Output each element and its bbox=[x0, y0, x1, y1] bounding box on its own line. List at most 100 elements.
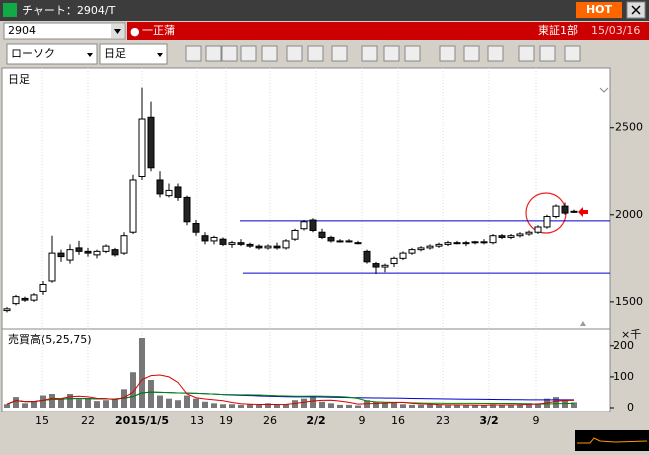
candle-body bbox=[363, 250, 371, 263]
tool-icon[interactable] bbox=[221, 45, 238, 62]
tool-icon[interactable] bbox=[240, 45, 257, 62]
x-tick-label: 15 bbox=[35, 414, 49, 427]
tool-icon[interactable] bbox=[286, 45, 303, 62]
tool-icon[interactable] bbox=[487, 45, 504, 62]
volume-bar bbox=[112, 398, 118, 408]
hot-button[interactable] bbox=[576, 2, 622, 18]
candle-body bbox=[570, 210, 578, 213]
volume-bar bbox=[553, 397, 559, 408]
x-tick-label: 16 bbox=[391, 414, 405, 427]
candle-body bbox=[12, 296, 20, 305]
candle-body bbox=[264, 245, 272, 249]
arrow bbox=[114, 29, 121, 34]
kind-select[interactable] bbox=[6, 43, 98, 65]
candle-body bbox=[30, 294, 38, 301]
candle-body bbox=[372, 263, 380, 268]
volume-bar bbox=[355, 405, 361, 408]
tool-icon[interactable] bbox=[331, 45, 348, 62]
period: 日足 bbox=[104, 47, 126, 60]
name-bar bbox=[127, 22, 649, 40]
candle-body bbox=[102, 245, 110, 252]
candle-body bbox=[291, 229, 299, 240]
candle-body bbox=[543, 216, 551, 228]
code-input[interactable] bbox=[3, 22, 126, 40]
tool-icon[interactable] bbox=[539, 45, 556, 62]
y-tick-label: 2500 bbox=[615, 121, 643, 134]
candle-body bbox=[219, 238, 227, 245]
volume-bar bbox=[283, 404, 289, 408]
volume-bar bbox=[517, 404, 523, 408]
candle-body bbox=[111, 249, 119, 256]
tool-icon[interactable] bbox=[307, 45, 324, 62]
candle-body bbox=[318, 231, 326, 238]
volume-label: 売買高(5,25,75) bbox=[8, 332, 92, 346]
candle-body bbox=[327, 236, 335, 242]
kind: ローソク bbox=[11, 47, 55, 60]
x-tick-label: 26 bbox=[263, 414, 277, 427]
candle-body bbox=[120, 235, 128, 254]
tool-icon[interactable] bbox=[185, 45, 202, 62]
candle-body bbox=[48, 252, 56, 282]
candle-body bbox=[489, 235, 497, 244]
volume-bar bbox=[166, 398, 172, 408]
x-tick-label: 9 bbox=[533, 414, 540, 427]
volume-bar bbox=[463, 405, 469, 408]
stock-name: 一正蒲 bbox=[142, 23, 175, 37]
candle-body bbox=[336, 240, 344, 243]
volume-bar bbox=[499, 404, 505, 408]
volume-bar bbox=[301, 398, 307, 408]
x-tick-label: 22 bbox=[81, 414, 95, 427]
candle-body bbox=[21, 297, 29, 301]
tool-icon[interactable] bbox=[205, 45, 222, 62]
volume-bar bbox=[310, 397, 316, 408]
bullet: ● bbox=[130, 25, 140, 38]
candle-body bbox=[462, 242, 470, 245]
candle-body bbox=[435, 243, 443, 247]
tool-icon[interactable] bbox=[564, 45, 581, 62]
candle-body bbox=[228, 242, 236, 245]
arrow bbox=[87, 53, 93, 57]
candle-body bbox=[453, 242, 461, 245]
hot-label: HOT bbox=[586, 3, 613, 16]
volume-bar bbox=[40, 395, 46, 408]
tool-icon[interactable] bbox=[404, 45, 421, 62]
tool-icon[interactable] bbox=[439, 45, 456, 62]
candle-body bbox=[39, 283, 47, 292]
volume-bar bbox=[67, 394, 73, 408]
volume-bar bbox=[13, 397, 19, 408]
tool-icon[interactable] bbox=[463, 45, 480, 62]
tool-icon[interactable] bbox=[261, 45, 278, 62]
volume-bar bbox=[382, 403, 388, 408]
period-select[interactable] bbox=[99, 43, 168, 65]
candle-body bbox=[480, 241, 488, 244]
plot-area bbox=[1, 67, 611, 413]
volume-bar bbox=[4, 404, 10, 408]
volume-bar bbox=[508, 404, 514, 408]
candle-body bbox=[561, 205, 569, 214]
pane-arrow bbox=[599, 87, 609, 93]
window-title: チャート：2904/T bbox=[22, 4, 116, 17]
volume-bar bbox=[292, 400, 298, 408]
arrow bbox=[157, 53, 163, 57]
volume-bar bbox=[49, 394, 55, 408]
candle-body bbox=[417, 247, 425, 251]
volume-bar bbox=[85, 398, 91, 408]
y2-tick-label: 0 bbox=[627, 401, 634, 414]
mini-line bbox=[577, 437, 648, 444]
volume-bar bbox=[418, 404, 424, 408]
tool-icon[interactable] bbox=[361, 45, 378, 62]
tool-icon[interactable] bbox=[383, 45, 400, 62]
x-tick-label: 19 bbox=[219, 414, 233, 427]
date: 15/03/16 bbox=[591, 24, 640, 37]
volume-bar bbox=[454, 404, 460, 408]
candle-body bbox=[273, 245, 281, 249]
candle-body bbox=[300, 221, 308, 230]
volume-bar bbox=[526, 403, 532, 408]
candle-body bbox=[507, 235, 515, 238]
volume-bar bbox=[409, 404, 415, 408]
candle-body bbox=[408, 249, 416, 254]
tool-icon[interactable] bbox=[518, 45, 535, 62]
candle-body bbox=[471, 241, 479, 244]
y2-tick-label: 100 bbox=[613, 370, 634, 383]
